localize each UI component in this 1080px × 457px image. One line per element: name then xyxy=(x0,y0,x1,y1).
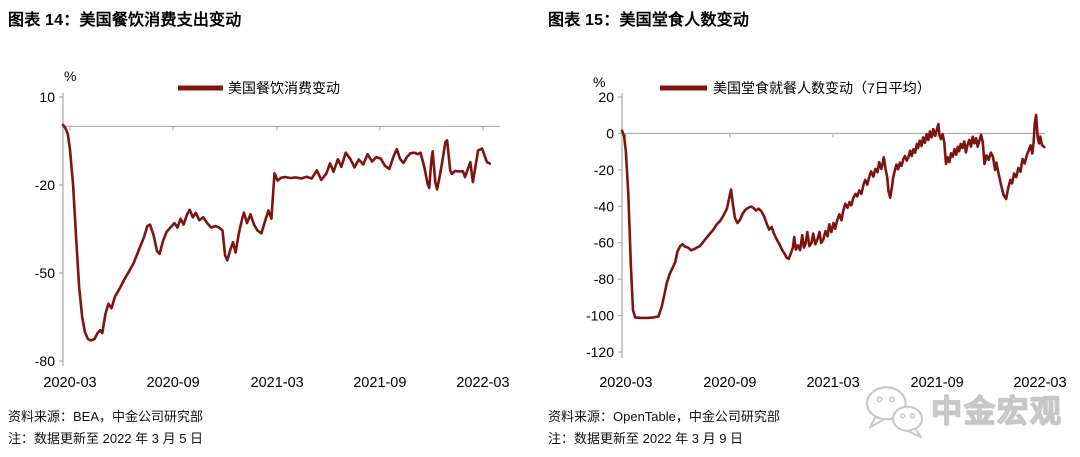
wechat-icon xyxy=(865,386,924,439)
y-axis-unit-label: % xyxy=(64,68,76,84)
y-axis-unit-label: % xyxy=(593,74,605,90)
note-text: 注：数据更新至 2022 年 3 月 5 日 xyxy=(8,431,204,446)
watermark-text: 中金宏观 xyxy=(930,393,1063,429)
y-tick-label: -60 xyxy=(594,235,614,251)
x-tick-label: 2021-03 xyxy=(806,375,859,390)
source-text: 资料来源：BEA，中金公司研究部 xyxy=(8,409,204,424)
y-tick-label: -20 xyxy=(594,162,614,178)
chart-title: 图表 14：美国餐饮消费支出变动 xyxy=(8,12,242,29)
x-tick-label: 2021-03 xyxy=(251,375,304,390)
cicc-macro-watermark: 中金宏观 xyxy=(862,383,1063,439)
legend-label: 美国堂食就餐人数变动（7日平均） xyxy=(713,80,931,96)
y-tick-label: -80 xyxy=(594,271,614,287)
data-series-line xyxy=(61,123,492,342)
figure-dine-in-diners: 图表 15：美国堂食人数变动 20 0 -20 -40 -60 -80 -100 -120 20… xyxy=(540,0,1080,457)
line-chart-us-dine-in-diners: 20 0 -20 -40 -60 -80 -100 -120 2020-03 2020-09 202… xyxy=(586,74,1067,390)
figure-restaurant-spending: 图表 14：美国餐饮消费支出变动 10 -20 -50 -80 2020-03 2020-… xyxy=(8,12,510,446)
y-tick-label: 0 xyxy=(606,125,614,141)
y-tick-label: -20 xyxy=(35,177,55,193)
legend-label: 美国餐饮消费变动 xyxy=(228,80,340,96)
y-tick-label: 20 xyxy=(598,89,614,105)
x-tick-label: 2020-03 xyxy=(599,375,652,390)
source-text: 资料来源：OpenTable，中金公司研究部 xyxy=(548,409,780,424)
y-tick-label: -80 xyxy=(35,353,55,369)
y-tick-label: 10 xyxy=(39,89,55,105)
x-tick-label: 2022-03 xyxy=(1013,375,1066,390)
x-tick-label: 2021-09 xyxy=(353,375,406,390)
y-tick-label: -120 xyxy=(586,344,614,360)
x-tick-label: 2020-03 xyxy=(43,375,96,390)
x-tick-label: 2021-09 xyxy=(911,375,964,390)
x-tick-label: 2022-03 xyxy=(456,375,509,390)
line-chart-us-restaurant-spending: 10 -20 -50 -80 2020-03 2020-09 2021-03 2021-09 2… xyxy=(35,68,510,390)
x-tick-label: 2020-09 xyxy=(703,375,756,390)
x-tick-label: 2020-09 xyxy=(147,375,200,390)
y-tick-label: -40 xyxy=(594,198,614,214)
note-text: 注：数据更新至 2022 年 3 月 9 日 xyxy=(548,431,744,446)
data-series-line xyxy=(620,113,1046,320)
y-tick-label: -100 xyxy=(586,308,614,324)
chart-title: 图表 15：美国堂食人数变动 xyxy=(548,12,750,29)
y-tick-label: -50 xyxy=(35,265,55,281)
